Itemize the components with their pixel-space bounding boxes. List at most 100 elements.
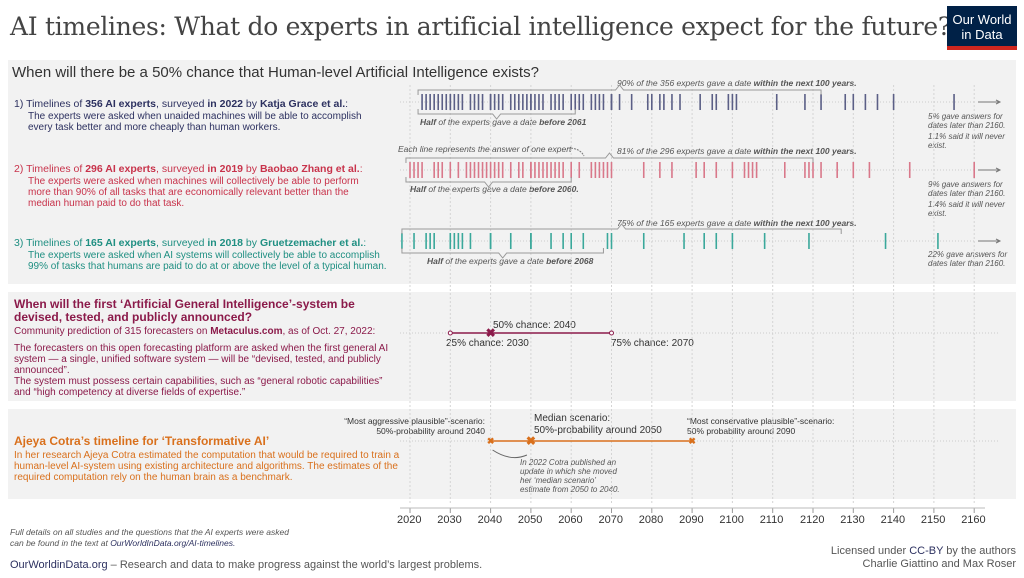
axis-tick-label: 2120 xyxy=(800,514,825,526)
study3-half-annotation: Half of the experts gave a date before 2… xyxy=(427,256,593,266)
footer-license: Licensed under CC-BY by the authors Charl… xyxy=(831,545,1016,571)
text-segment: of the experts gave a date xyxy=(443,256,547,266)
license-suffix: by the authors xyxy=(943,545,1016,557)
axis-tick-label: 2150 xyxy=(920,514,946,526)
axis-tick-label: 2060 xyxy=(558,514,583,526)
text-segment: , surveyed xyxy=(156,237,208,249)
panel-agi xyxy=(8,292,1016,401)
half-bracket xyxy=(401,248,604,259)
arrow-head xyxy=(995,167,1002,173)
logo-bar xyxy=(947,46,1017,50)
text-segment: of the experts gave a date xyxy=(436,117,540,127)
text-segment: by xyxy=(243,237,260,249)
text-segment: Community prediction of 315 forecasters … xyxy=(14,326,211,337)
axis-tick-label: 2040 xyxy=(477,514,503,526)
study2-description: The experts were asked when machines wil… xyxy=(28,176,359,209)
cotra-heading: Ajeya Cotra’s timeline for ‘Transformati… xyxy=(14,434,270,448)
text-segment: by xyxy=(243,98,260,110)
cotra-scenario-marker: ✖ xyxy=(487,436,495,446)
text-segment: 75% of the 165 experts gave a date xyxy=(617,218,754,228)
axis-tick-label: 2160 xyxy=(961,514,986,526)
text-segment: 1) Timelines of xyxy=(14,98,86,110)
axis-tick-label: 2030 xyxy=(437,514,462,526)
study1-description: The experts were asked when unaided mach… xyxy=(28,111,362,133)
agi-p25-label: 25% chance: 2030 xyxy=(446,338,529,349)
study2-note-later: 9% gave answers for dates later than 216… xyxy=(928,180,1006,198)
axis-tick-label: 2070 xyxy=(598,514,623,526)
footer-details-link[interactable]: OurWorldInData.org/AI-timelines. xyxy=(110,538,236,548)
study3-top-annotation: 75% of the 165 experts gave a date withi… xyxy=(617,218,857,228)
axis-tick-label: 2130 xyxy=(840,514,865,526)
agi-p50-label: 50% chance: 2040 xyxy=(493,320,576,331)
text-segment: before 2060. xyxy=(529,184,579,194)
text-segment: within the next 100 years. xyxy=(753,78,857,88)
study1-heading: 1) Timelines of 356 AI experts, surveyed… xyxy=(14,98,348,110)
panel-transformative-ai xyxy=(8,409,1016,499)
text-segment: before 2061 xyxy=(539,117,587,127)
study2-heading: 2) Timelines of 296 AI experts, surveyed… xyxy=(14,163,363,175)
text-segment: 356 AI experts xyxy=(85,98,157,110)
study2-half-annotation: Half of the experts gave a date before 2… xyxy=(410,184,579,194)
cotra-scenario-marker: ✖ xyxy=(526,434,536,448)
study2-top-annotation: 81% of the 296 experts gave a date withi… xyxy=(617,146,857,156)
footer-authors: Charlie Giattino and Max Roser xyxy=(862,558,1016,570)
agi-heading: When will the first ‘Artificial General … xyxy=(14,297,355,324)
agi-p75-label: 75% chance: 2070 xyxy=(611,338,694,349)
license-link[interactable]: CC-BY xyxy=(909,545,944,557)
text-segment: , surveyed xyxy=(156,163,208,175)
text-segment: within the next 100 years. xyxy=(753,218,857,228)
study1-note-later: 5% gave answers for dates later than 216… xyxy=(928,112,1006,130)
footer-tagline: – Research and data to make progress aga… xyxy=(107,559,483,571)
agi-median-marker: ✖ xyxy=(486,326,496,340)
text-segment: : xyxy=(359,163,363,175)
study2-notes: 9% gave answers for dates later than 216… xyxy=(928,180,1020,218)
footer-site-link[interactable]: OurWorldinData.org xyxy=(10,559,108,571)
agi-quartile-marker xyxy=(447,330,453,336)
cotra-aggressive-label-1: “Most aggressive plausible”-scenario: xyxy=(344,416,485,426)
agi-source: Community prediction of 315 forecasters … xyxy=(14,326,375,337)
text-segment: 81% of the 296 experts gave a date xyxy=(617,146,754,156)
cotra-conservative-label-2: 50% probability around 2090 xyxy=(687,426,796,436)
axis-tick-label: 2050 xyxy=(517,514,543,526)
study3-heading: 3) Timelines of 165 AI experts, surveyed… xyxy=(14,237,366,249)
text-segment: 296 AI experts xyxy=(85,163,157,175)
arrow-head xyxy=(995,99,1002,105)
text-segment: Gruetzemacher et al. xyxy=(259,237,364,249)
cotra-conservative-label: “Most conservative plausible”-scenario: 5… xyxy=(687,416,834,436)
text-segment: by xyxy=(243,163,260,175)
logo-line-1: Our World xyxy=(952,12,1012,27)
text-segment: : xyxy=(345,98,349,110)
agi-description-1: The forecasters on this open forecasting… xyxy=(14,343,389,376)
text-segment: , surveyed xyxy=(156,98,208,110)
axis-tick-label: 2140 xyxy=(880,514,906,526)
study1-half-annotation: Half of the experts gave a date before 2… xyxy=(420,117,586,127)
text-segment: Baobao Zhang et al. xyxy=(259,163,360,175)
half-bracket xyxy=(417,109,576,120)
footer-site: OurWorldinData.org – Research and data t… xyxy=(10,559,482,571)
text-segment: in 2018 xyxy=(207,237,243,249)
each-line-arrow xyxy=(567,147,585,157)
cotra-update-note: In 2022 Cotra published an update in whi… xyxy=(520,458,620,494)
study1-note-never: 1.1% said it will never exist. xyxy=(928,132,1005,150)
text-segment: 2) Timelines of xyxy=(14,163,86,175)
top-bracket xyxy=(401,223,842,234)
each-line-note: Each line represents the answer of one e… xyxy=(398,144,572,154)
text-segment: Half xyxy=(420,117,437,127)
page-title: AI timelines: What do experts in artific… xyxy=(10,12,951,41)
cotra-aggressive-label-2: 50%-probability around 2040 xyxy=(376,426,485,436)
cotra-update-arrow xyxy=(492,449,528,459)
arrow-head xyxy=(995,238,1002,244)
text-segment: before 2068 xyxy=(546,256,594,266)
text-segment: 3) Timelines of xyxy=(14,237,86,249)
study1-notes: 5% gave answers for dates later than 216… xyxy=(928,112,1020,150)
text-segment: : xyxy=(363,237,367,249)
half-bracket xyxy=(405,177,572,188)
text-segment: , as of Oct. 27, 2022: xyxy=(282,326,376,337)
owid-logo[interactable]: Our World in Data xyxy=(947,6,1017,50)
cotra-conservative-label-1: “Most conservative plausible”-scenario: xyxy=(687,416,835,426)
axis-tick-label: 2080 xyxy=(638,514,664,526)
text-segment: 90% of the 356 experts gave a date xyxy=(617,78,754,88)
text-segment: Half xyxy=(427,256,444,266)
study3-notes: 22% gave answers for dates later than 21… xyxy=(928,250,1020,268)
